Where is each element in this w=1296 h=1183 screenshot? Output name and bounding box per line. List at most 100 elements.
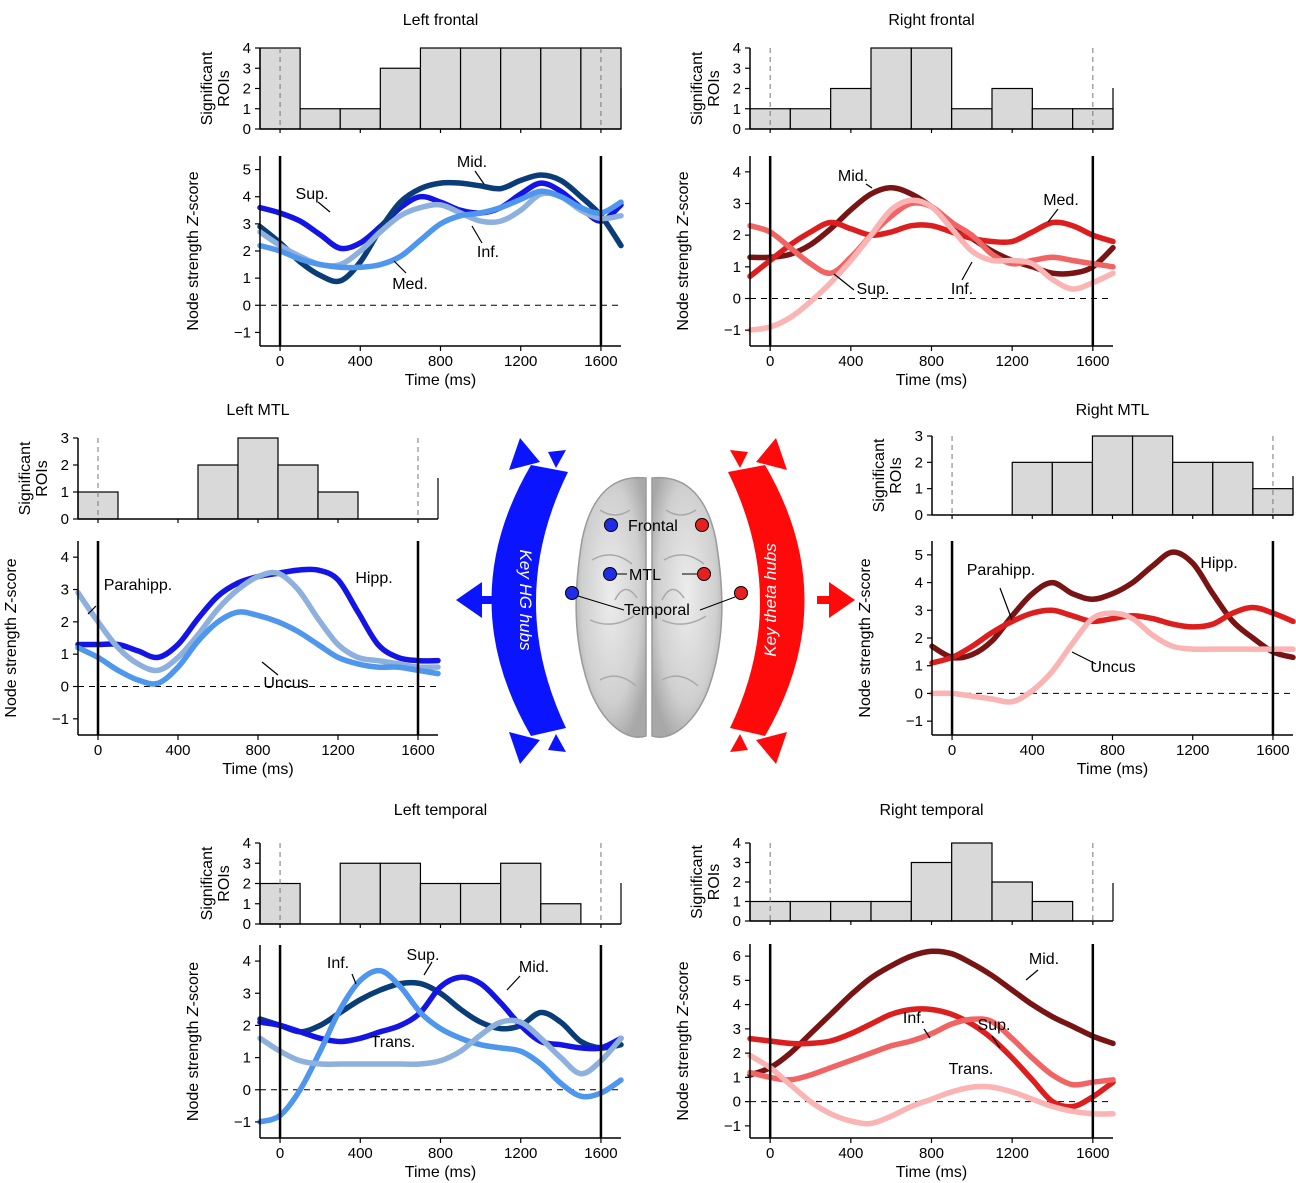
hist-y-tick-label: 2	[915, 454, 923, 471]
series-annotation: Sup.	[978, 1017, 1011, 1034]
x-tick-label: 400	[348, 1145, 373, 1162]
x-tick-label: 800	[245, 742, 270, 759]
annotation-leader	[865, 183, 873, 189]
series-annotation: Sup.	[407, 947, 440, 964]
y-tick-label: 0	[243, 297, 251, 314]
hist-y-tick-label: 2	[733, 874, 741, 891]
series-line-sup	[257, 979, 624, 1051]
hist-y-tick-label: 0	[243, 916, 251, 933]
hist-bar	[830, 87, 872, 130]
x-tick-label: 0	[766, 353, 774, 370]
hist-bar	[951, 842, 993, 922]
hist-bar	[500, 862, 542, 925]
hist-y-tick-label: 3	[733, 60, 741, 77]
y-tick-label: 1	[243, 1050, 251, 1067]
y-tick-label: 5	[733, 972, 741, 989]
hist-y-tick-label: 1	[61, 484, 69, 501]
y-tick-label: 3	[61, 582, 69, 599]
series-line-uncus	[929, 610, 1296, 705]
hist-bar	[379, 862, 422, 925]
annotations: Inf. Sup. Mid. Trans.	[327, 947, 549, 1051]
x-axis-label: Time (ms)	[405, 1164, 476, 1181]
x-tick-label: 1600	[584, 353, 617, 370]
hist-bar	[1031, 900, 1074, 922]
x-tick-label: 0	[94, 742, 102, 759]
series-annotation: Mid.	[1029, 951, 1059, 968]
y-tick-label: 1	[733, 259, 741, 276]
hist-bar	[789, 108, 832, 130]
hist-bar	[789, 900, 832, 922]
y-axis-label: Node strength Z-score	[185, 171, 202, 330]
series-annotation: Med.	[392, 276, 428, 293]
hist-y-label: SignificantROIs	[199, 51, 233, 125]
series-annotation: Mid.	[519, 959, 549, 976]
hist-y-tick-label: 4	[243, 835, 251, 852]
y-axis-label: Node strength Z-score	[675, 961, 692, 1120]
series-annotation: Inf.	[477, 244, 499, 261]
hist-bar	[910, 47, 953, 130]
x-tick-label: 1200	[321, 742, 354, 759]
x-axis-label: Time (ms)	[896, 372, 967, 389]
histogram: 0 1 2 3 4 SignificantROIs	[199, 40, 622, 138]
hist-y-tick-label: 1	[733, 894, 741, 911]
y-tick-label: 4	[243, 189, 251, 206]
y-tick-label: 6	[733, 948, 741, 965]
y-tick-label: 1	[733, 1069, 741, 1086]
line-plot: −1 0 1 2 3 4 5 6 0 400 800 1200 1600 Time (ms) Node st…	[675, 944, 1116, 1181]
hist-bar	[1131, 435, 1174, 516]
y-tick-label: 2	[733, 1045, 741, 1062]
annotation-leader	[991, 1035, 1001, 1049]
annotations: Parahipp. Hipp. Uncus	[967, 555, 1238, 676]
hist-bar	[910, 861, 953, 922]
x-axis-label: Time (ms)	[896, 1164, 967, 1181]
y-tick-label: −1	[724, 322, 741, 339]
series-annotation: Uncus	[1090, 659, 1135, 676]
x-tick-label: 400	[165, 742, 190, 759]
panel-right-temporal: Right temporal 0 1 2 3 4 SignificantROIs −1 0 1 2 3…	[675, 802, 1116, 1181]
y-tick-label: 3	[915, 602, 923, 619]
x-tick-label: 0	[276, 353, 284, 370]
x-tick-label: 800	[919, 1145, 944, 1162]
annotation-leader	[1025, 969, 1039, 981]
series-annotation: Inf.	[327, 955, 349, 972]
x-tick-label: 400	[838, 1145, 863, 1162]
y-tick-label: 2	[733, 227, 741, 244]
brain-label-mtl: MTL	[629, 567, 661, 584]
annotations: Mid. Med. Sup. Inf.	[833, 168, 1079, 298]
y-tick-label: 3	[733, 1021, 741, 1038]
annotations: Parahipp. Hipp. Uncus	[87, 570, 393, 692]
series-annotation: Hipp.	[355, 570, 392, 587]
x-tick-label: 1200	[995, 353, 1028, 370]
hist-bar	[459, 882, 502, 925]
y-tick-label: 2	[915, 630, 923, 647]
panel-title: Left temporal	[394, 802, 487, 819]
center-graphic: Key HG hubs Key theta hubs	[456, 438, 855, 764]
x-tick-label: 1600	[401, 742, 434, 759]
y-tick-label: 1	[915, 658, 923, 675]
hist-bar	[991, 881, 1033, 922]
x-tick-label: 1200	[504, 1145, 537, 1162]
x-tick-label: 1200	[1176, 742, 1209, 759]
series-annotation: Parahipp.	[967, 562, 1036, 579]
x-tick-label: 0	[276, 1145, 284, 1162]
panel-title: Right temporal	[879, 802, 983, 819]
x-tick-label: 1600	[1076, 353, 1109, 370]
hist-bar	[1091, 435, 1134, 516]
hist-y-tick-label: 4	[733, 835, 741, 852]
y-tick-label: 4	[915, 575, 923, 592]
y-tick-label: 0	[733, 291, 741, 308]
theta-hubs-label: Key theta hubs	[761, 543, 780, 657]
hist-y-tick-label: 0	[243, 121, 251, 138]
annotation-leader	[474, 170, 485, 185]
hist-bar	[1051, 461, 1094, 516]
histogram: 0 1 2 3 4 SignificantROIs	[689, 835, 1114, 930]
series-annotation: Sup.	[857, 281, 890, 298]
y-tick-label: −1	[234, 1114, 251, 1131]
panel-title: Right frontal	[888, 12, 974, 29]
hist-y-tick-label: 0	[61, 511, 69, 528]
hist-y-tick-label: 3	[243, 60, 251, 77]
series-line-parahipp	[929, 604, 1296, 666]
hist-bar	[419, 47, 462, 130]
annotation-leader	[87, 605, 97, 615]
x-tick-label: 800	[1100, 742, 1125, 759]
